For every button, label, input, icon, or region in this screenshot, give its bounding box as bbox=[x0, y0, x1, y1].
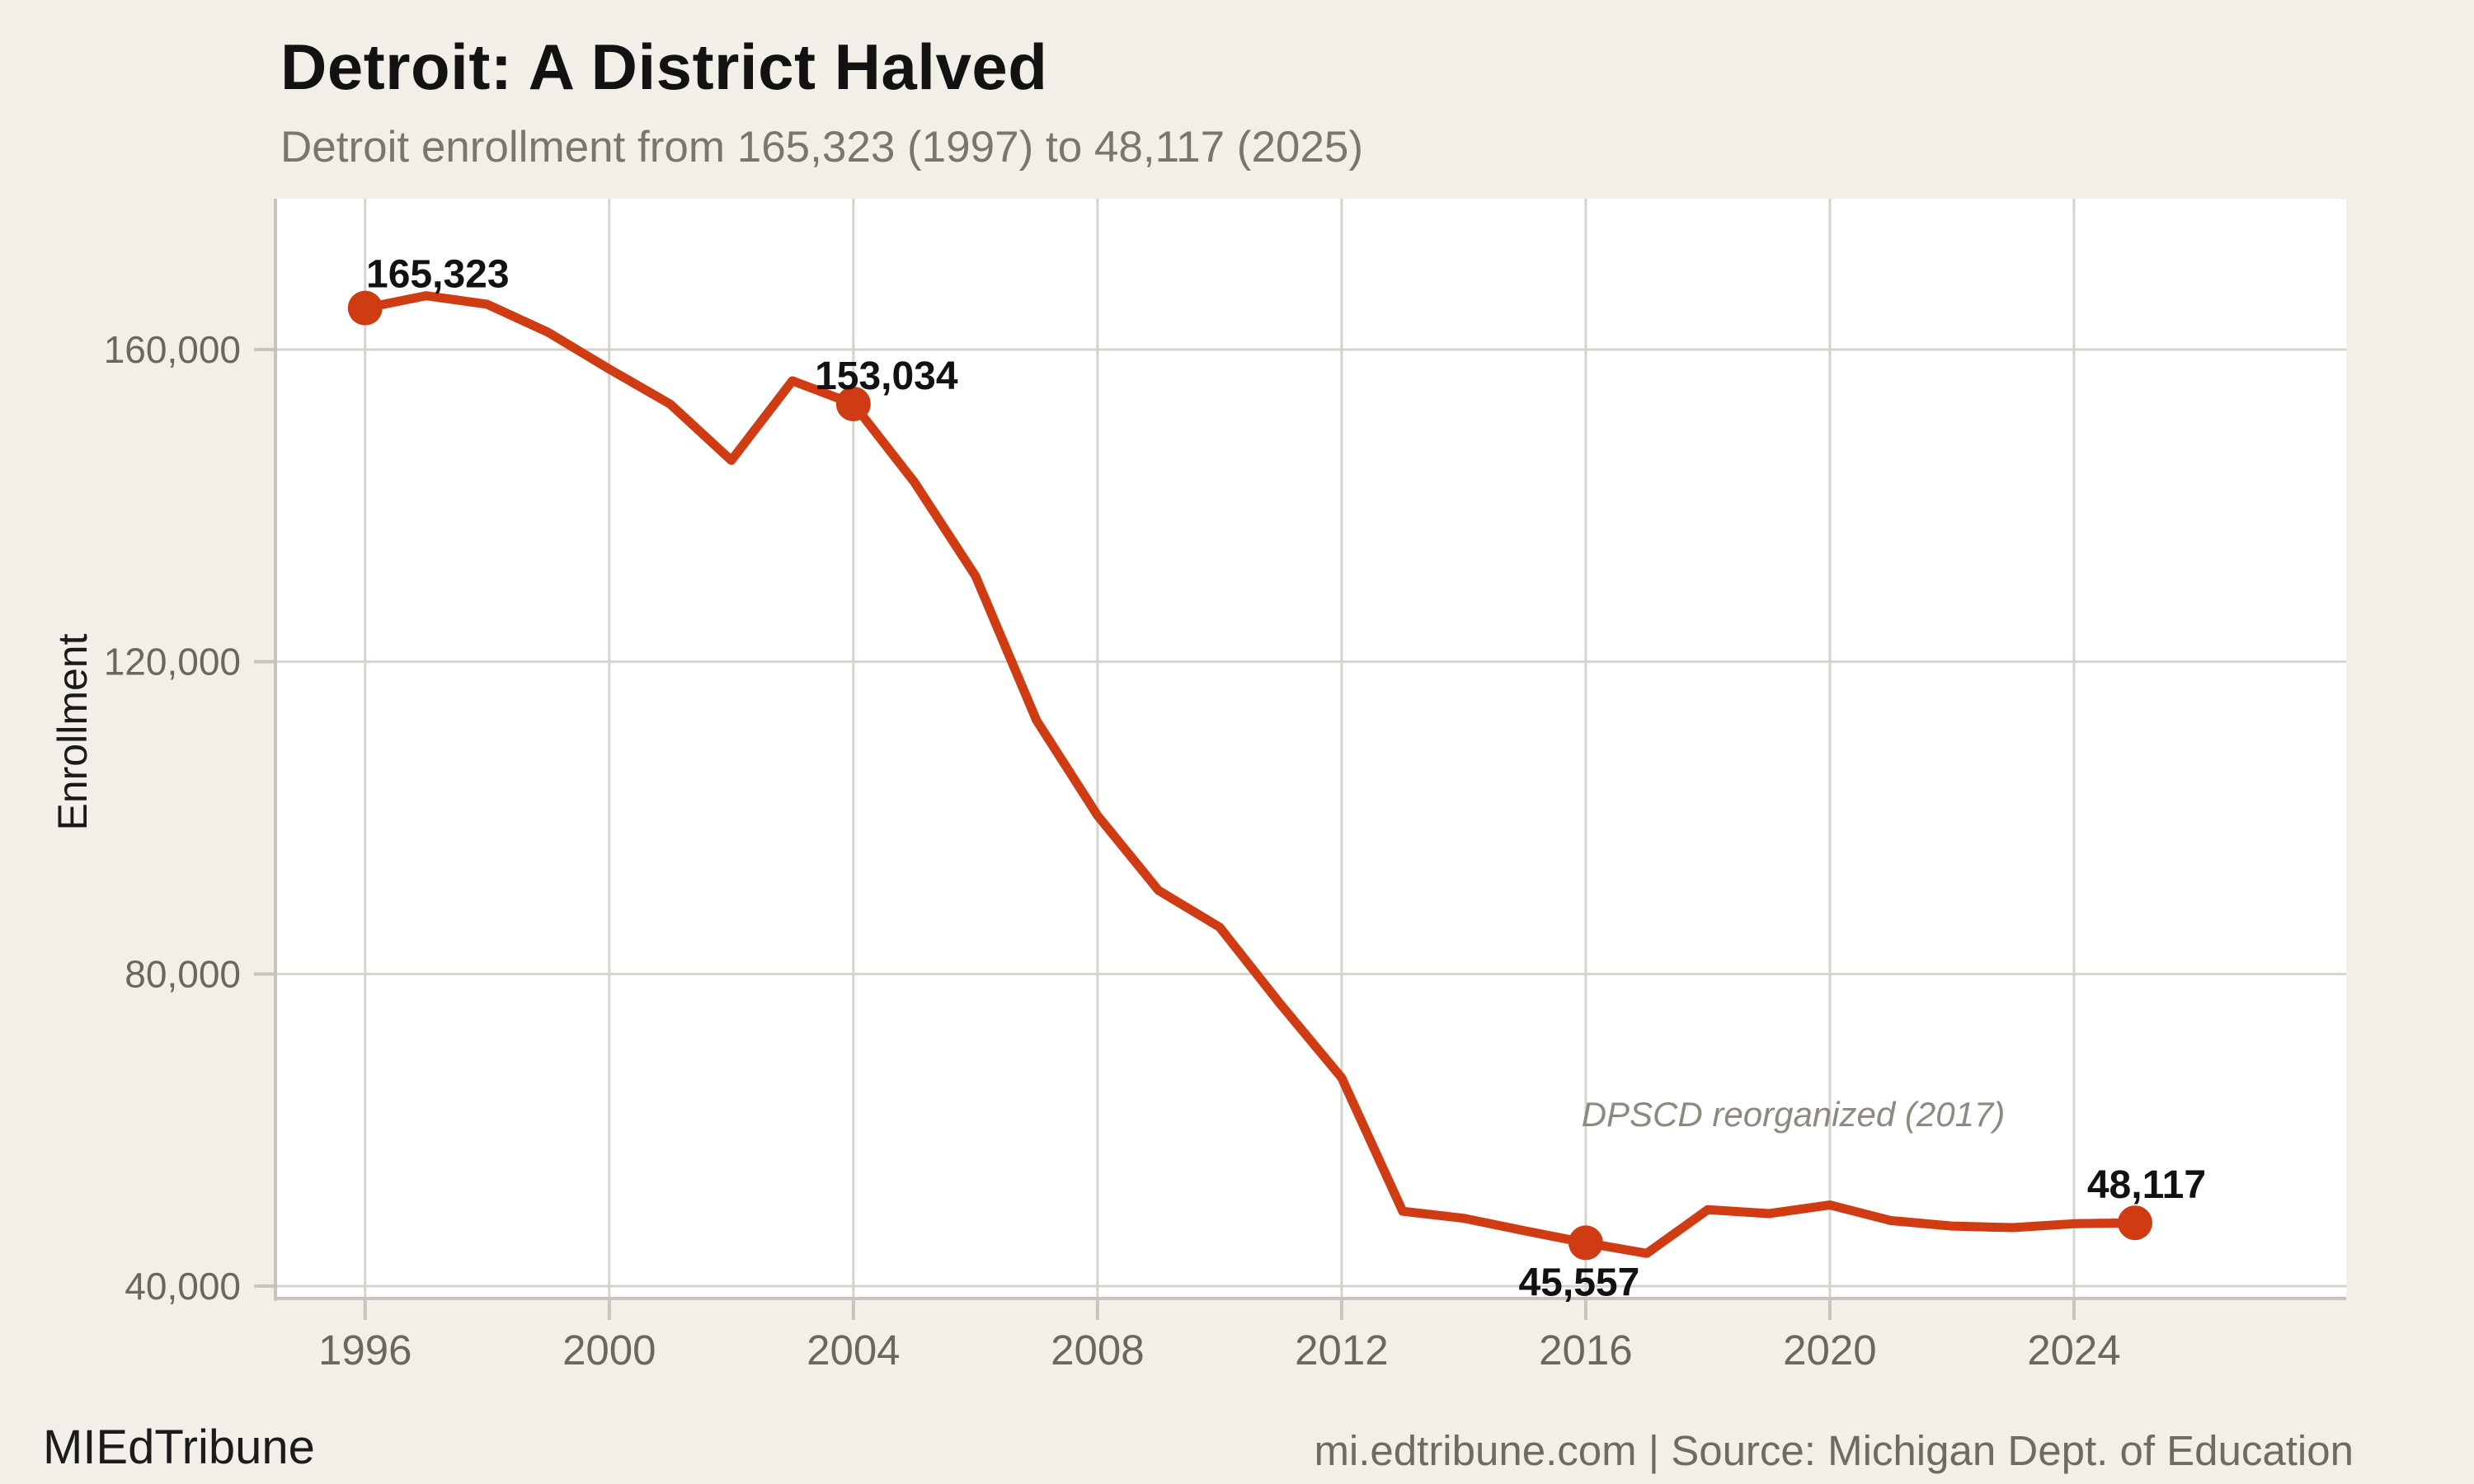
source-footer: mi.edtribune.com | Source: Michigan Dept… bbox=[1314, 1427, 2354, 1474]
y-tick-label: 160,000 bbox=[104, 328, 241, 371]
x-tick-label: 2020 bbox=[1783, 1327, 1876, 1374]
data-point-marker bbox=[347, 290, 383, 326]
y-tick-label: 120,000 bbox=[104, 641, 241, 683]
point-value-label: 165,323 bbox=[366, 253, 510, 297]
x-tick-label: 2024 bbox=[2027, 1327, 2120, 1374]
x-tick-label: 2004 bbox=[807, 1327, 900, 1374]
event-note-label: DPSCD reorganized (2017) bbox=[1582, 1095, 2006, 1134]
data-point-marker bbox=[2117, 1205, 2152, 1241]
chart-subtitle: Detroit enrollment from 165,323 (1997) t… bbox=[280, 123, 1363, 171]
plot-area bbox=[275, 199, 2346, 1298]
point-value-label: 45,557 bbox=[1518, 1261, 1639, 1304]
point-value-label: 153,034 bbox=[815, 355, 958, 398]
x-tick-label: 1996 bbox=[318, 1327, 412, 1374]
x-tick-label: 2012 bbox=[1295, 1327, 1388, 1374]
enrollment-series-line bbox=[360, 291, 2140, 1258]
chart-title: Detroit: A District Halved bbox=[280, 31, 1048, 103]
point-value-label: 48,117 bbox=[2087, 1163, 2206, 1207]
x-tick-label: 2000 bbox=[562, 1327, 656, 1374]
data-point-marker bbox=[835, 386, 871, 421]
x-tick-label: 2016 bbox=[1539, 1327, 1632, 1374]
brand-footer: MIEdTribune bbox=[43, 1421, 315, 1474]
x-tick-label: 2008 bbox=[1051, 1327, 1144, 1374]
data-point-marker bbox=[1568, 1225, 1603, 1261]
y-tick-label: 40,000 bbox=[125, 1265, 241, 1308]
y-tick-label: 80,000 bbox=[125, 952, 241, 995]
